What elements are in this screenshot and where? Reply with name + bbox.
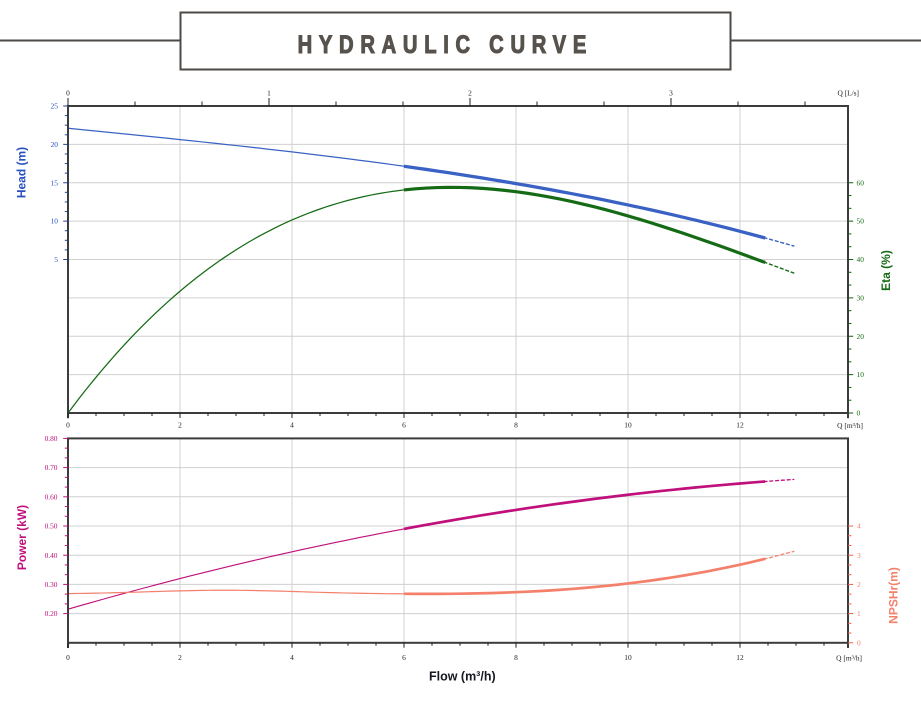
svg-text:30: 30 (857, 294, 865, 303)
svg-text:10: 10 (624, 420, 632, 429)
svg-text:12: 12 (736, 420, 744, 429)
svg-text:10: 10 (51, 217, 59, 226)
svg-text:Power (kW): Power (kW) (15, 505, 29, 570)
svg-text:15: 15 (51, 178, 59, 187)
svg-text:Eta (%): Eta (%) (879, 250, 893, 291)
svg-text:0: 0 (66, 653, 70, 662)
svg-text:2: 2 (178, 653, 182, 662)
svg-text:4: 4 (857, 522, 861, 531)
svg-text:12: 12 (736, 653, 744, 662)
svg-text:10: 10 (624, 653, 632, 662)
svg-text:1: 1 (857, 609, 861, 618)
svg-text:0: 0 (857, 638, 861, 647)
svg-text:8: 8 (514, 420, 518, 429)
svg-text:3: 3 (669, 89, 673, 98)
svg-text:60: 60 (857, 178, 865, 187)
svg-text:4: 4 (290, 420, 294, 429)
svg-text:NPSHr(m): NPSHr(m) (887, 567, 901, 624)
svg-text:10: 10 (857, 370, 865, 379)
svg-text:0.40: 0.40 (45, 551, 58, 560)
svg-text:0: 0 (66, 420, 70, 429)
svg-text:2: 2 (857, 580, 861, 589)
svg-text:8: 8 (514, 653, 518, 662)
svg-text:20: 20 (51, 140, 59, 149)
svg-text:Q [m³/h]: Q [m³/h] (836, 654, 862, 663)
svg-text:0.30: 0.30 (45, 580, 58, 589)
svg-text:20: 20 (857, 332, 865, 341)
svg-text:0: 0 (66, 89, 70, 98)
svg-text:2: 2 (178, 420, 182, 429)
svg-text:Flow (m³/h): Flow (m³/h) (429, 669, 496, 683)
svg-text:Q [L/s]: Q [L/s] (837, 89, 859, 98)
svg-text:2: 2 (468, 89, 472, 98)
svg-text:0.70: 0.70 (45, 463, 58, 472)
svg-text:0.60: 0.60 (45, 492, 58, 501)
svg-text:1: 1 (267, 89, 271, 98)
svg-text:4: 4 (290, 653, 294, 662)
svg-text:6: 6 (402, 420, 406, 429)
svg-text:0.50: 0.50 (45, 522, 58, 531)
svg-text:6: 6 (402, 653, 406, 662)
svg-text:40: 40 (857, 255, 865, 264)
svg-text:50: 50 (857, 217, 865, 226)
svg-text:5: 5 (54, 255, 58, 264)
svg-text:25: 25 (51, 102, 59, 111)
svg-text:0: 0 (857, 409, 861, 418)
svg-text:Head (m): Head (m) (14, 147, 28, 198)
svg-text:3: 3 (857, 551, 861, 560)
svg-text:Q [m³/h]: Q [m³/h] (837, 421, 863, 430)
svg-text:HYDRAULIC CURVE: HYDRAULIC CURVE (298, 31, 593, 58)
svg-text:0.80: 0.80 (45, 434, 58, 443)
svg-text:0.20: 0.20 (45, 609, 58, 618)
